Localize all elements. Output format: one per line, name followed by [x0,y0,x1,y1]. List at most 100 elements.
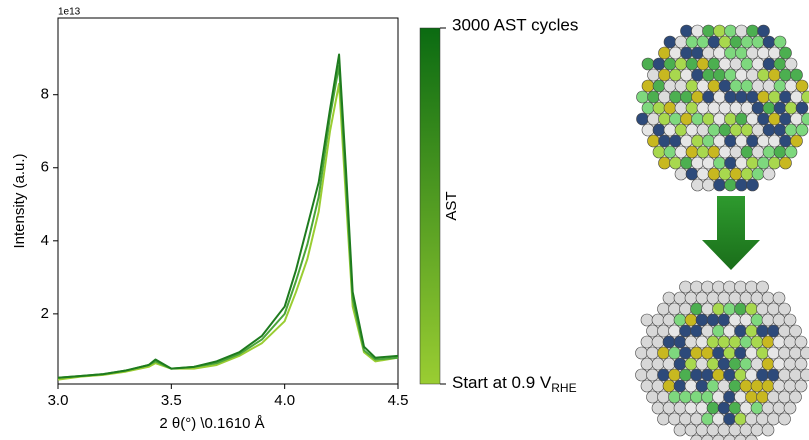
atom [713,24,726,38]
atom [740,101,754,115]
atom [768,112,781,126]
atom [695,357,709,371]
atom [701,412,714,426]
atom [680,134,693,148]
atom [779,90,792,104]
y-offset-label: 1e13 [58,7,81,18]
atom [651,379,665,393]
atom [739,313,753,327]
atom [767,346,780,360]
atom [684,335,698,349]
atom [663,79,677,93]
atom [757,90,770,104]
x-tick-label: 3.5 [161,392,182,409]
atom [662,357,676,371]
atom [647,68,660,82]
atom [641,101,655,115]
atom [673,291,687,305]
atom [680,24,693,38]
atom [646,346,659,360]
atom [647,90,660,104]
x-tick-label: 4.0 [274,392,295,409]
atom [674,57,688,71]
atom [662,335,676,349]
atom [790,112,803,126]
colorbar-label: AST [443,191,460,220]
x-axis-label: 2 θ(°) \0.1610 Å [159,415,264,432]
atom [657,324,670,338]
atom [713,68,726,82]
atom [724,46,737,60]
atom [673,379,687,393]
atom [800,346,809,360]
atom [779,112,792,126]
atom [696,57,710,71]
colorbar [419,27,441,385]
atom [729,79,743,93]
atom [685,35,699,49]
atom [717,379,731,393]
atom [706,335,720,349]
atom [662,379,676,393]
atom [767,390,780,404]
atom [728,423,742,437]
atom [768,90,781,104]
atom [646,390,659,404]
atom [751,57,765,71]
atom [680,90,693,104]
atom [713,46,726,60]
atom [768,46,781,60]
atom [663,35,677,49]
atom [718,167,732,181]
atom [702,68,715,82]
atom [712,368,725,382]
atom [674,167,688,181]
atom [707,57,721,71]
atom [640,357,654,371]
atom [673,335,687,349]
atom [651,313,665,327]
atom [801,112,809,126]
atom [695,291,709,305]
atom [706,423,720,437]
atom [734,390,747,404]
atom [662,291,676,305]
atom [735,90,748,104]
atom [669,46,682,60]
atom [706,401,720,415]
atom [734,368,747,382]
atom [757,134,770,148]
atom [790,134,803,148]
label-subscript: RHE [551,381,576,395]
atom [701,302,714,316]
atom [746,178,759,192]
atom [696,145,710,159]
atom [772,357,786,371]
nanoparticle-illustration [635,24,809,440]
atom [668,324,681,338]
atom [657,412,670,426]
atom [669,156,682,170]
atom [695,379,709,393]
atom [662,401,676,415]
atom [673,313,687,327]
x-tick-label: 4.5 [388,392,409,409]
atom [761,379,775,393]
atom [723,390,736,404]
atom [746,156,759,170]
atom [762,79,776,93]
atom [668,390,681,404]
atom [734,412,747,426]
atom [778,324,791,338]
atom [778,346,791,360]
atom [729,57,743,71]
atom [658,112,671,126]
atom [663,57,677,71]
atom [691,24,704,38]
atom [778,368,791,382]
atom [772,335,786,349]
atom [756,302,769,316]
atom [641,79,655,93]
atom [773,57,787,71]
atom [762,123,776,137]
